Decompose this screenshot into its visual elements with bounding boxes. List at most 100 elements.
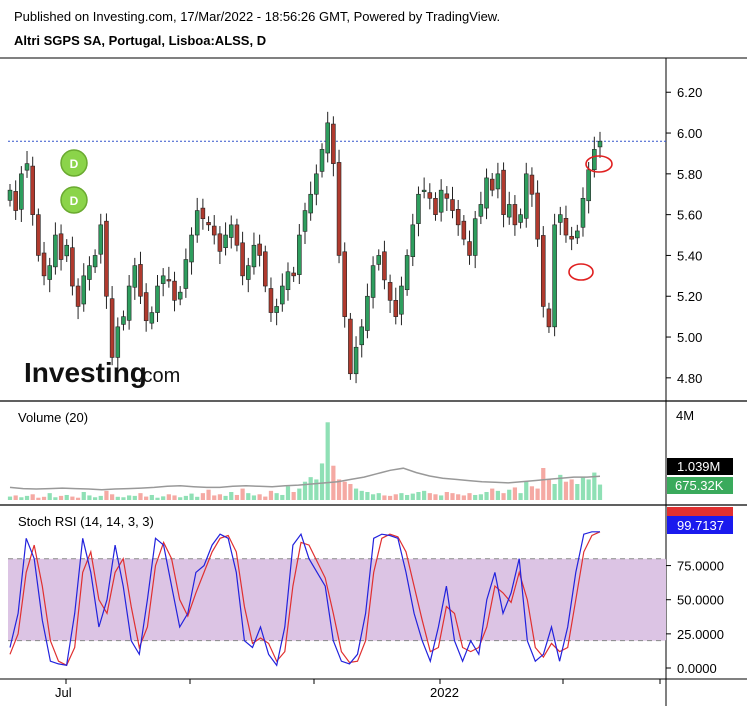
volume-bar <box>348 484 353 500</box>
candle-body <box>569 235 574 240</box>
candle-body <box>314 173 319 195</box>
candle-body <box>370 265 376 298</box>
dividend-badge[interactable]: D <box>60 149 88 177</box>
candle-body <box>53 234 58 268</box>
candle-body <box>348 318 353 375</box>
annotation-circle-bottom <box>568 263 594 281</box>
volume-ma-line <box>9 467 601 491</box>
price-tick-label: 5.20 <box>677 289 702 304</box>
volume-bar <box>36 497 41 500</box>
volume-bar <box>501 493 506 500</box>
dividend-badge-label: D <box>70 194 79 208</box>
volume-bar <box>518 493 523 500</box>
candle-body <box>427 192 433 199</box>
candle-body <box>177 291 183 300</box>
volume-bar <box>575 484 580 500</box>
candle-body <box>484 177 489 209</box>
volume-ma-value-box <box>667 458 733 475</box>
volume-bar <box>92 497 98 500</box>
dividend-badge[interactable]: D <box>60 186 88 214</box>
volume-bar <box>24 495 30 500</box>
candle-body <box>30 165 35 215</box>
price-tick-label: 6.00 <box>677 126 702 141</box>
candle-body <box>444 193 450 199</box>
candle-body <box>467 241 472 256</box>
candle-body <box>399 285 404 315</box>
candle-body <box>336 162 342 256</box>
volume-bar <box>7 496 13 500</box>
rsi-tick-label: 75.0000 <box>677 559 724 574</box>
candle-body <box>251 244 257 268</box>
volume-bar <box>75 497 81 500</box>
volume-bar <box>342 481 347 500</box>
candle-body <box>563 218 569 236</box>
volume-bar <box>552 484 557 500</box>
candle-body <box>478 204 484 217</box>
volume-bar <box>155 497 160 500</box>
volume-bar <box>427 493 432 500</box>
volume-bar <box>353 488 359 500</box>
volume-bar <box>580 477 586 500</box>
candle-body <box>523 173 529 219</box>
volume-bar <box>433 494 438 500</box>
volume-bar <box>257 494 262 500</box>
volume-bar <box>41 496 47 500</box>
volume-bar <box>365 492 370 500</box>
candlestick-series <box>7 111 603 384</box>
candle-body <box>115 326 121 358</box>
volume-bar <box>507 489 512 500</box>
candle-body <box>240 242 245 277</box>
candle-body <box>98 224 104 255</box>
price-tick-label: 5.00 <box>677 330 702 345</box>
candle-body <box>211 225 217 236</box>
candle-body <box>92 255 98 268</box>
volume-bar <box>138 493 143 500</box>
volume-bar <box>58 495 64 500</box>
volume-bar <box>64 494 69 500</box>
volume-bar <box>246 493 251 500</box>
volume-bar <box>263 496 268 500</box>
volume-bar <box>359 490 364 500</box>
candle-body <box>263 251 268 287</box>
volume-bar <box>495 490 500 500</box>
volume-bar <box>223 495 228 500</box>
candle-body <box>404 255 410 291</box>
candle-body <box>558 214 563 223</box>
rsi-tick-label: 0.0000 <box>677 661 717 676</box>
volume-last-value: 675.32K <box>675 478 724 493</box>
volume-bar <box>115 496 120 500</box>
symbol-title: Altri SGPS SA, Portugal, Lisboa:ALSS, D <box>14 33 267 48</box>
candle-body <box>160 275 166 284</box>
volume-last-value-box <box>667 477 733 494</box>
volume-bar <box>206 489 211 500</box>
volume-bar <box>450 493 455 500</box>
candle-body <box>291 272 296 277</box>
candle-body <box>132 265 138 288</box>
volume-bar <box>314 479 319 500</box>
price-tick-label: 5.60 <box>677 208 702 223</box>
volume-bar <box>473 494 478 500</box>
candle-body <box>75 285 81 307</box>
volume-bar <box>251 495 257 500</box>
candle-body <box>24 163 30 171</box>
volume-bar <box>280 494 285 500</box>
stoch-rsi-band <box>8 558 666 641</box>
annotation-circle-top <box>585 155 613 173</box>
price-tick-label: 6.20 <box>677 85 702 100</box>
stoch-k-value-box <box>667 516 733 534</box>
candle-body <box>319 149 325 172</box>
candle-body <box>342 251 347 317</box>
candle-body <box>382 251 387 281</box>
time-axis-ticks <box>65 679 661 684</box>
candle-body <box>126 285 132 321</box>
candle-body <box>376 255 382 265</box>
volume-bar <box>302 481 308 500</box>
candle-body <box>166 279 172 282</box>
candle-body <box>223 234 228 248</box>
candle-body <box>138 264 143 297</box>
volume-bar <box>268 490 274 500</box>
volume-bar <box>478 494 483 500</box>
volume-bar <box>98 495 103 500</box>
candle-body <box>7 189 13 201</box>
